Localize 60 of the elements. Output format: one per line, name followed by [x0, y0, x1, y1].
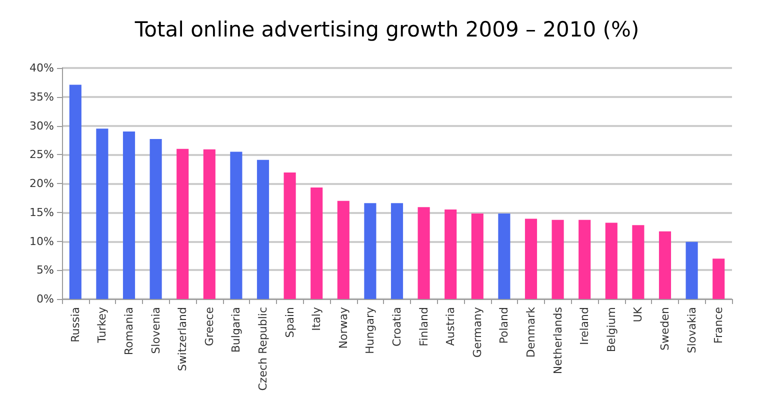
y-tick-label: 25% — [30, 148, 54, 162]
bar — [578, 220, 591, 299]
x-tick-label: Belgium — [604, 307, 618, 352]
x-tick-label: Poland — [498, 307, 511, 344]
bar — [337, 200, 350, 299]
y-tick-label: 40% — [30, 62, 54, 74]
x-tick-label: Denmark — [524, 306, 538, 358]
x-tick-label: Ireland — [578, 307, 592, 346]
x-tick-label: Norway — [336, 306, 350, 349]
bar — [444, 209, 457, 299]
bar — [176, 148, 189, 299]
bar — [69, 84, 82, 299]
x-tick-label: Romania — [122, 307, 136, 356]
bar — [524, 218, 538, 299]
bar — [552, 220, 564, 299]
chart-title: Total online advertising growth 2009 – 2010 (%) — [134, 18, 640, 42]
y-tick-label: 5% — [36, 264, 54, 277]
x-tick-label: Bulgaria — [230, 307, 243, 353]
bar — [712, 258, 725, 299]
x-tick-label: Russia — [68, 307, 82, 342]
x-tick-label: Germany — [470, 306, 484, 358]
x-tick-label: Switzerland — [176, 307, 190, 372]
bar — [390, 203, 404, 299]
bar — [203, 149, 216, 299]
bar — [632, 225, 644, 299]
bar — [658, 231, 672, 299]
x-tick-label: Greece — [202, 306, 216, 346]
bar — [284, 172, 296, 299]
bar — [256, 160, 270, 299]
y-tick-label: 0% — [36, 292, 54, 306]
bar — [364, 203, 376, 299]
x-tick-label: Finland — [417, 307, 430, 346]
bar — [471, 214, 484, 299]
x-tick-label: Netherlands — [551, 306, 564, 374]
y-tick-label: 35% — [30, 90, 54, 104]
x-tick-label: Turkey — [96, 306, 109, 344]
x-tick-label: Austria — [444, 307, 458, 346]
y-tick-label: 20% — [30, 177, 54, 190]
x-tick-label: Spain — [283, 306, 296, 338]
bar — [96, 128, 108, 299]
x-tick-label: UK — [632, 306, 645, 322]
x-tick-label: Hungary — [364, 306, 377, 354]
x-tick-label: Czech Republic — [256, 307, 270, 391]
y-tick-label: 30% — [30, 119, 54, 132]
y-tick-label: 15% — [30, 206, 54, 219]
bar — [230, 152, 242, 299]
bar — [418, 207, 430, 299]
x-tick-label: Slovakia — [685, 307, 698, 354]
bar — [498, 214, 510, 299]
bar — [122, 132, 136, 299]
x-tick-label: Croatia — [390, 307, 404, 347]
x-tick-label: Italy — [310, 306, 324, 331]
bar — [686, 242, 698, 299]
x-tick-label: Slovenia — [149, 307, 162, 354]
x-tick-label: France — [712, 306, 726, 344]
bar — [150, 139, 162, 299]
bar — [310, 188, 323, 299]
x-tick-label: Sweden — [658, 306, 672, 350]
y-tick-label: 10% — [30, 234, 54, 248]
bar — [605, 222, 618, 299]
